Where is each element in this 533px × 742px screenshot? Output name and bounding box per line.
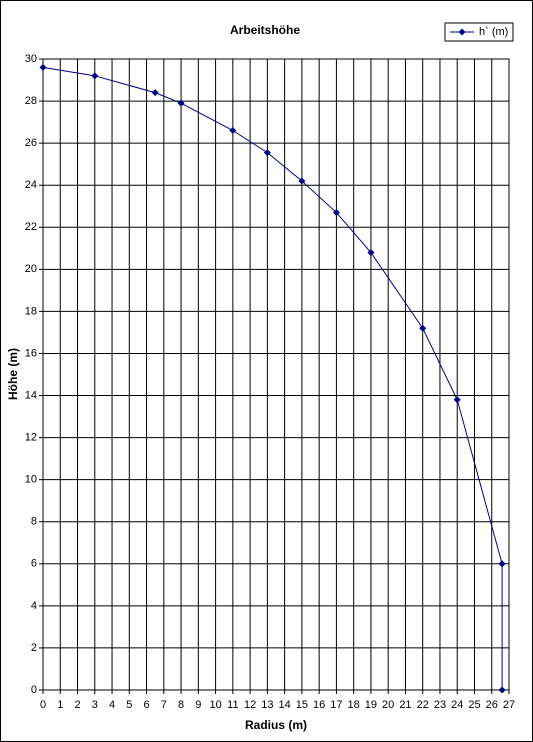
- x-tick-label: 0: [40, 699, 46, 711]
- x-tick-label: 14: [279, 699, 291, 711]
- x-tick-label: 3: [92, 699, 98, 711]
- marker: [91, 72, 99, 80]
- y-tick-label: 22: [25, 221, 37, 233]
- chart-title: Arbeitshöhe: [230, 23, 300, 37]
- x-tick-label: 9: [195, 699, 201, 711]
- y-tick-label: 14: [25, 389, 37, 401]
- y-tick-label: 8: [31, 516, 37, 528]
- marker: [177, 99, 185, 107]
- marker: [263, 149, 271, 157]
- y-tick-label: 26: [25, 137, 37, 149]
- x-tick-label: 23: [434, 699, 446, 711]
- x-axis-label: Radius (m): [245, 718, 307, 732]
- x-tick-label: 15: [296, 699, 308, 711]
- x-tick-label: 21: [399, 699, 411, 711]
- x-tick-label: 26: [486, 699, 498, 711]
- y-tick-label: 30: [25, 53, 37, 65]
- y-tick-label: 28: [25, 95, 37, 107]
- marker: [39, 63, 47, 71]
- x-tick-label: 24: [451, 699, 463, 711]
- x-tick-label: 13: [261, 699, 273, 711]
- x-tick-label: 10: [209, 699, 221, 711]
- x-tick-label: 6: [143, 699, 149, 711]
- marker: [453, 396, 461, 404]
- x-tick-label: 27: [503, 699, 515, 711]
- x-tick-label: 5: [126, 699, 132, 711]
- x-tick-label: 12: [244, 699, 256, 711]
- x-tick-label: 2: [74, 699, 80, 711]
- y-tick-label: 20: [25, 263, 37, 275]
- legend-label: h` (m): [479, 26, 508, 38]
- plot-area: [42, 58, 510, 691]
- marker: [367, 249, 375, 257]
- legend-box: [444, 22, 514, 42]
- x-tick-label: 18: [348, 699, 360, 711]
- y-tick-label: 16: [25, 347, 37, 359]
- x-tick-label: 8: [178, 699, 184, 711]
- x-tick-label: 25: [468, 699, 480, 711]
- x-tick-label: 17: [330, 699, 342, 711]
- marker: [298, 177, 306, 185]
- x-tick-label: 20: [382, 699, 394, 711]
- x-tick-label: 11: [227, 699, 238, 711]
- y-tick-label: 12: [25, 432, 37, 444]
- marker: [498, 686, 506, 694]
- y-tick-label: 2: [31, 642, 37, 654]
- marker: [498, 560, 506, 568]
- x-tick-label: 4: [109, 699, 115, 711]
- y-tick-label: 24: [25, 179, 37, 191]
- marker: [332, 209, 340, 217]
- y-tick-label: 18: [25, 305, 37, 317]
- x-tick-label: 1: [57, 699, 63, 711]
- x-tick-label: 16: [313, 699, 325, 711]
- legend-marker: [458, 28, 466, 36]
- x-tick-label: 22: [417, 699, 429, 711]
- y-tick-label: 6: [31, 558, 37, 570]
- marker: [229, 127, 237, 135]
- y-tick-label: 10: [25, 474, 37, 486]
- y-tick-label: 4: [31, 600, 37, 612]
- y-axis-label: Höhe (m): [6, 348, 20, 400]
- x-tick-label: 19: [365, 699, 377, 711]
- y-tick-label: 0: [31, 684, 37, 696]
- x-tick-label: 7: [161, 699, 167, 711]
- marker: [151, 89, 159, 97]
- marker: [419, 324, 427, 332]
